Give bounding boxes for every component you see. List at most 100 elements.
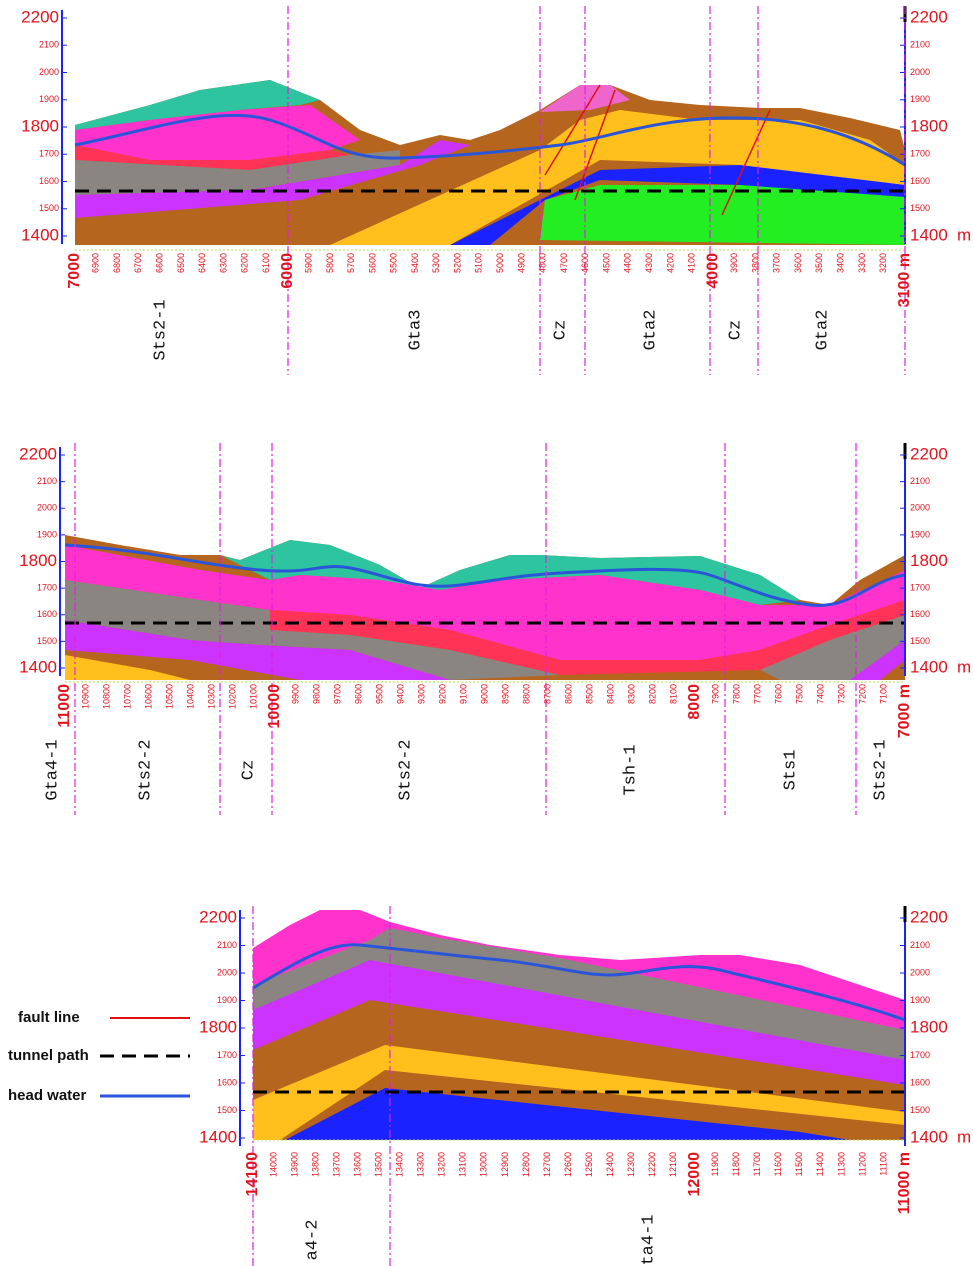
head-water — [252, 943, 906, 1022]
chainage-label: 11600 — [773, 1152, 783, 1176]
elevation-label: 1900 — [910, 529, 930, 539]
formation-label: Tsh-1 — [621, 744, 640, 795]
chainage-label: 9500 — [374, 684, 384, 704]
chainage-label: 12500 — [584, 1152, 594, 1177]
chainage-label: 13900 — [289, 1152, 299, 1177]
elevation-label: 1900 — [37, 529, 57, 539]
chainage-label: 13500 — [374, 1152, 384, 1177]
layer — [760, 615, 905, 680]
chainage-label: 10200 — [227, 684, 237, 709]
formation-label: Sts1 — [781, 750, 800, 791]
head-water — [74, 113, 906, 167]
chainage-label: 9600 — [353, 684, 363, 704]
chainage-label: 10000 — [266, 684, 283, 729]
chainage-label: 6600 — [155, 253, 165, 273]
elevation-label: 1500 — [910, 203, 930, 213]
chainage-label: 7000 — [66, 253, 83, 289]
elevation-label: 1400 — [910, 657, 948, 676]
elevation-label: 2200 — [910, 907, 948, 926]
formation-label: Gta3 — [406, 310, 425, 351]
chainage-label: 11500 — [794, 1152, 804, 1176]
chainage-label: 7200 — [857, 684, 867, 704]
layer — [65, 580, 560, 680]
chainage-label: 5400 — [410, 253, 420, 273]
chainage-label: 11200 — [857, 1152, 867, 1176]
unit-label: m — [957, 225, 971, 244]
elevation-label: 1600 — [217, 1077, 237, 1087]
chainage-label: 9700 — [332, 684, 342, 704]
layer — [450, 165, 905, 245]
elevation-label: 1400 — [910, 1127, 948, 1146]
chainage-label: 9400 — [395, 684, 405, 704]
formation-label: Cz — [551, 320, 570, 340]
elevation-label: 2000 — [217, 967, 237, 977]
chainage-label: 7000 m — [896, 684, 913, 738]
elevation-label: 1400 — [19, 657, 57, 676]
elevation-label: 1500 — [910, 636, 930, 646]
layer — [420, 555, 800, 605]
elevation-label: 1700 — [910, 1050, 930, 1060]
chainage-label: 10600 — [143, 684, 153, 709]
chainage-label: 4100 — [687, 253, 697, 273]
chainage-label: 7700 — [752, 684, 762, 704]
chainage-label: 10500 — [164, 684, 174, 709]
chainage-label: 9800 — [311, 684, 321, 704]
formation-label: Gta2 — [813, 310, 832, 351]
layer — [850, 640, 905, 680]
chainage-label: 5500 — [389, 253, 399, 273]
elevation-label: 2100 — [37, 476, 57, 486]
legend-label: head water — [8, 1087, 87, 1104]
chainage-label: 5100 — [474, 253, 484, 273]
fault-line — [721, 109, 771, 216]
chainage-label: 4900 — [516, 253, 526, 273]
elevation-label: 1600 — [910, 1077, 930, 1087]
head-water — [64, 543, 906, 608]
elevation-label: 1400 — [910, 225, 948, 244]
chainage-label: 8600 — [563, 684, 573, 704]
chainage-label: 8400 — [605, 684, 615, 704]
layer — [270, 600, 905, 675]
elevation-label: 2100 — [910, 940, 930, 950]
layer — [75, 150, 400, 195]
chainage-label: 9000 — [479, 684, 489, 704]
chainage-label: 6900 — [91, 253, 101, 273]
chainage-label: 10400 — [185, 684, 195, 709]
layer — [65, 620, 450, 680]
chainage-label: 7600 — [773, 684, 783, 704]
chainage-label: 6500 — [176, 253, 186, 273]
fault-line — [574, 89, 616, 201]
chainage-label: 7300 — [836, 684, 846, 704]
elevation-label: 2100 — [910, 40, 930, 50]
chainage-label: 11000 m — [896, 1152, 913, 1214]
elevation-label: 1800 — [199, 1017, 237, 1036]
chainage-label: 4400 — [623, 253, 633, 273]
chainage-label: 13000 — [479, 1152, 489, 1177]
chainage-label: 4600 — [580, 253, 590, 273]
chainage-label: 5600 — [367, 253, 377, 273]
chainage-label: 11700 — [752, 1152, 762, 1176]
chainage-label: 12200 — [647, 1152, 657, 1177]
chainage-label: 7800 — [731, 684, 741, 704]
layer — [330, 110, 905, 245]
chainage-label: 10900 — [80, 684, 90, 709]
elevation-label: 2100 — [910, 476, 930, 486]
chainage-label: 11100 — [878, 1152, 888, 1176]
elevation-label: 2200 — [19, 444, 57, 463]
chainage-label: 6300 — [218, 253, 228, 273]
chainage-label: 12900 — [500, 1152, 510, 1177]
elevation-label: 1500 — [39, 203, 59, 213]
elevation-label: 1500 — [217, 1105, 237, 1115]
formation-label: Sts2-2 — [136, 739, 155, 800]
elevation-label: 1400 — [21, 225, 59, 244]
chainage-label: 3700 — [772, 253, 782, 273]
chainage-label: 13800 — [310, 1152, 320, 1177]
legend-label: tunnel path — [8, 1047, 89, 1064]
layer — [75, 80, 320, 130]
geology — [64, 80, 906, 1140]
chainage-label: 3100 m — [896, 253, 913, 307]
elevation-label: 1700 — [910, 149, 930, 159]
elevation-label: 2000 — [37, 503, 57, 513]
layer — [75, 105, 360, 160]
chainage-label: 10700 — [122, 684, 132, 709]
formation-label: Sts2-1 — [151, 299, 170, 360]
